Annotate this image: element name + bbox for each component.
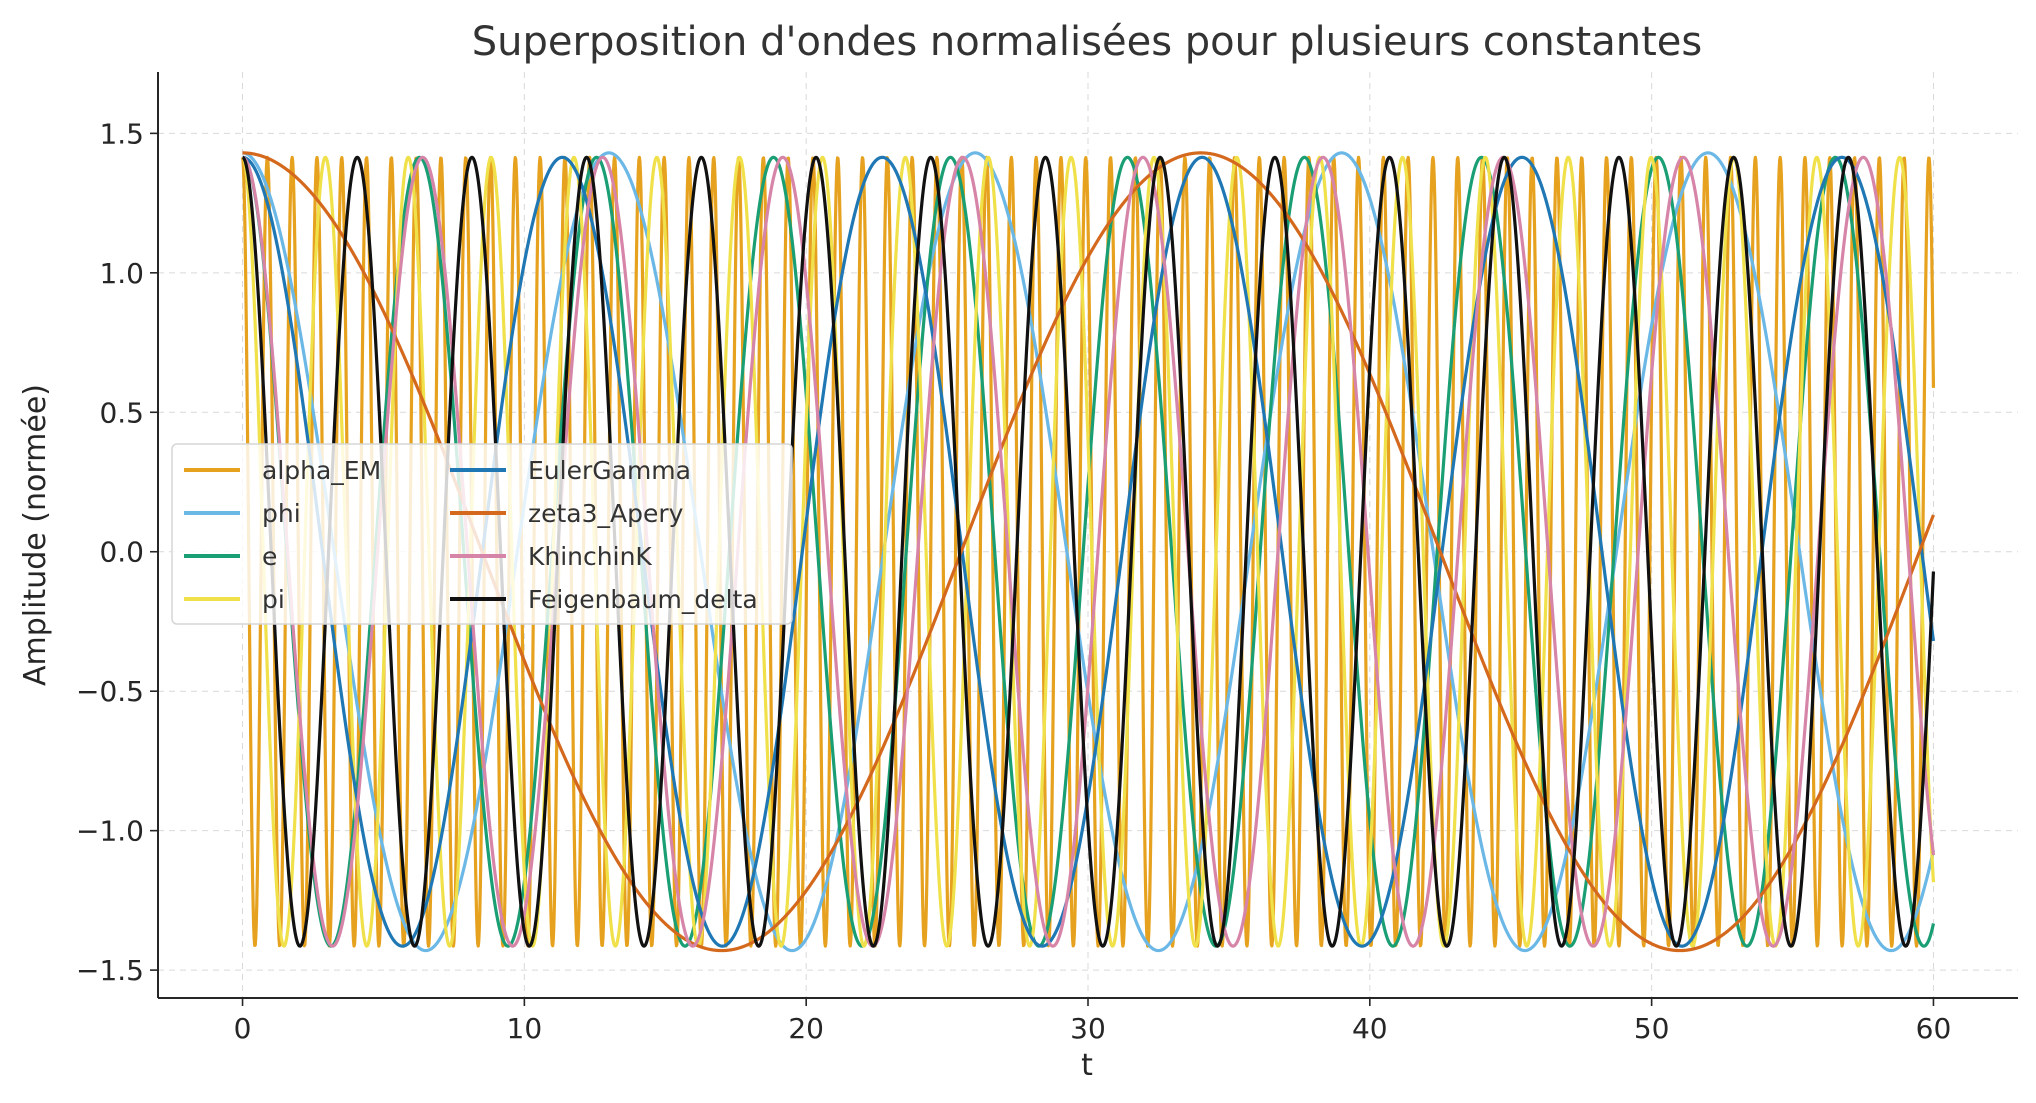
legend-label: alpha_EM <box>262 456 381 485</box>
y-tick-label: −1.5 <box>76 954 144 987</box>
legend-label: KhinchinK <box>528 542 652 571</box>
y-axis-label: Amplitude (normée) <box>18 384 53 686</box>
series-line-pi <box>241 155 1936 948</box>
x-tick-label: 50 <box>1634 1012 1670 1045</box>
legend-label: e <box>262 542 277 571</box>
legend-label: phi <box>262 499 301 528</box>
y-tick-label: 0.5 <box>99 396 144 429</box>
series-line-khinchink <box>241 155 1936 948</box>
series-line-zeta3-apery <box>241 151 1935 953</box>
legend-box <box>171 443 793 625</box>
y-ticks: −1.5 −1.0 −0.5 0.0 0.5 1.0 1.5 <box>76 117 158 987</box>
y-tick-label: 0.0 <box>99 536 144 569</box>
series-line-feigenbaum-delta <box>241 155 1936 948</box>
y-tick-label: 1.0 <box>99 257 144 290</box>
x-tick-label: 0 <box>234 1012 252 1045</box>
chart-title: Superposition d'ondes normalisées pour p… <box>472 19 1702 65</box>
legend-label: EulerGamma <box>528 456 691 485</box>
x-tick-label: 20 <box>788 1012 824 1045</box>
x-ticks: 0 10 20 30 40 50 60 <box>234 998 1952 1045</box>
y-tick-label: 1.5 <box>99 117 144 150</box>
x-axis-label: t <box>1081 1048 1093 1083</box>
x-tick-label: 30 <box>1070 1012 1106 1045</box>
y-tick-label: −0.5 <box>76 675 144 708</box>
series-line-eulergamma <box>241 155 1936 948</box>
legend-label: Feigenbaum_delta <box>528 585 758 614</box>
y-tick-label: −1.0 <box>76 815 144 848</box>
x-tick-label: 40 <box>1352 1012 1388 1045</box>
legend-label: pi <box>262 585 285 614</box>
x-tick-label: 10 <box>507 1012 543 1045</box>
x-tick-label: 60 <box>1916 1012 1952 1045</box>
legend-label: zeta3_Apery <box>528 499 684 528</box>
